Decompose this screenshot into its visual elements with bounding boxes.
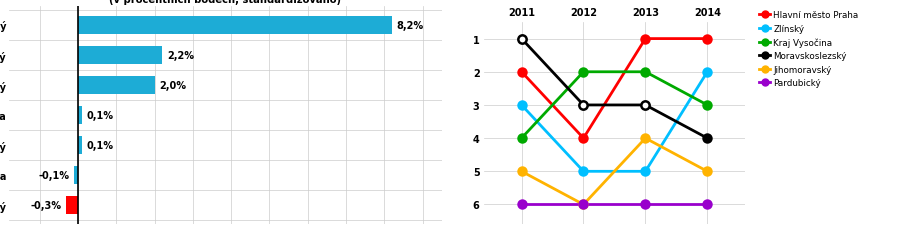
Bar bbox=[74, 166, 78, 185]
Title: ROZDÍLY V PRŮMĚRNÉ ÚROVNI NEÚSPĚŠNOSTI
PRVOMATURANTŮ U SČMZ V JARNÍM ZO 2011 A 2: ROZDÍLY V PRŮMĚRNÉ ÚROVNI NEÚSPĚŠNOSTI P… bbox=[76, 0, 374, 5]
Bar bbox=[78, 107, 82, 125]
Bar bbox=[66, 196, 78, 215]
Text: 2,2%: 2,2% bbox=[167, 51, 194, 61]
Text: -0,3%: -0,3% bbox=[30, 201, 62, 210]
Legend: Hlavní město Praha, Zlínský, Kraj Vysočina, Moravskoslezský, Jihomoravský, Pardu: Hlavní město Praha, Zlínský, Kraj Vysoči… bbox=[759, 11, 858, 88]
Bar bbox=[78, 47, 162, 65]
Text: -0,1%: -0,1% bbox=[39, 171, 69, 180]
Bar bbox=[78, 77, 154, 95]
Bar bbox=[78, 17, 392, 35]
Text: 0,1%: 0,1% bbox=[86, 141, 113, 151]
Bar bbox=[78, 137, 82, 155]
Text: 0,1%: 0,1% bbox=[86, 111, 113, 121]
Text: 8,2%: 8,2% bbox=[396, 21, 423, 31]
Text: 2,0%: 2,0% bbox=[159, 81, 187, 91]
